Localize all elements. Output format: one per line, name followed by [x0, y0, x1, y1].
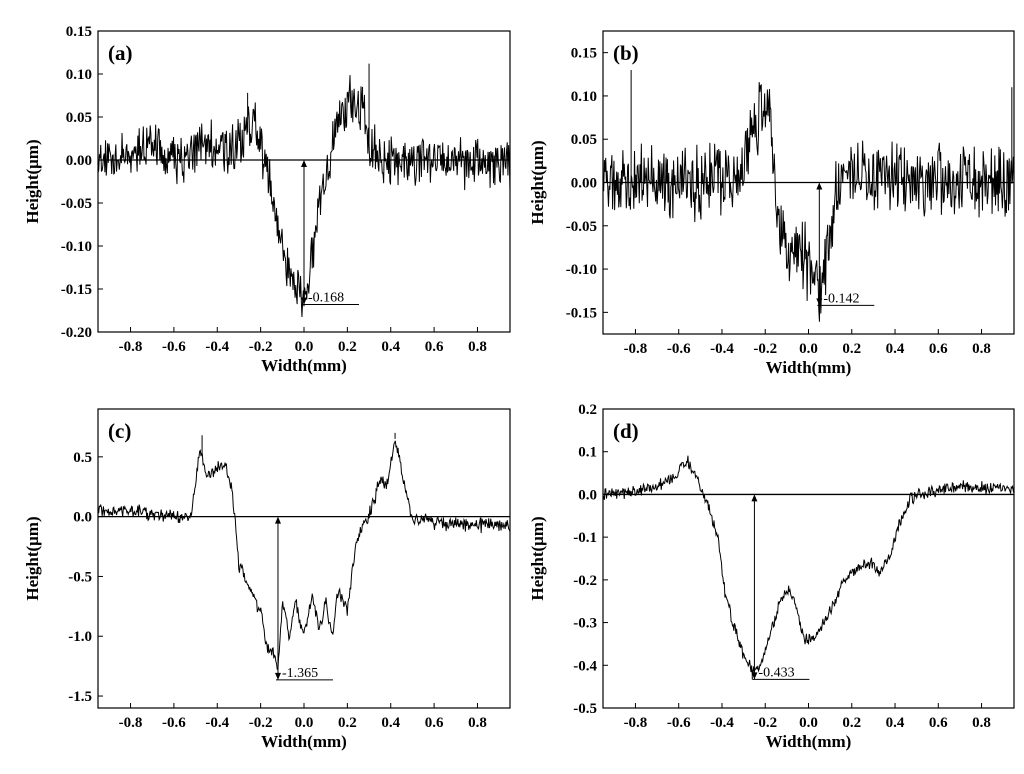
panel-label: (a): [108, 41, 133, 65]
x-tick-label: -0.2: [753, 341, 777, 357]
depth-annotation-label: -1.365: [282, 666, 318, 681]
y-tick-label: -0.5: [573, 701, 597, 717]
x-axis-title: Width(mm): [261, 356, 347, 375]
y-tick-label: -1.0: [68, 629, 92, 645]
depth-annotation-label: -0.142: [823, 291, 859, 306]
y-tick-label: 0.05: [571, 132, 597, 148]
y-tick-label: 0.05: [66, 110, 92, 126]
y-tick-label: -0.2: [573, 573, 597, 589]
y-tick-label: 0.0: [578, 487, 597, 503]
chart-panel: 0.15 0.10 0.05 0.00 -0.05 -0.10 -0.15 -0.8 -0.6 -…: [528, 30, 1015, 377]
x-tick-label: -0.4: [710, 341, 734, 357]
y-tick-label: -0.5: [68, 569, 92, 585]
y-tick-label: 0.1: [578, 445, 597, 461]
chart-panel: 0.15 0.10 0.05 0.00 -0.05 -0.10 -0.15 -0.20 -0.8…: [23, 24, 511, 375]
depth-arrow-head-bottom: [274, 672, 281, 680]
x-tick-label: -0.8: [119, 339, 143, 355]
panel-label: (c): [108, 419, 131, 443]
plot-frame: [97, 408, 511, 709]
x-tick-label: 0.0: [799, 715, 818, 731]
y-tick-label: -0.1: [573, 530, 597, 546]
x-tick-label: -0.6: [162, 339, 186, 355]
plot-frame: [602, 408, 1015, 709]
x-tick-label: 0.4: [381, 339, 400, 355]
depth-arrow-head-bottom: [816, 298, 823, 306]
y-axis-title: Height(μm): [23, 516, 42, 600]
y-tick-label: 0.5: [73, 450, 92, 466]
y-axis-title: Height(μm): [528, 516, 547, 600]
x-tick-label: 0.2: [338, 339, 357, 355]
profile-trace: [98, 63, 510, 317]
y-tick-label: 0.10: [571, 89, 597, 105]
profile-trace: [98, 432, 510, 680]
x-tick-label: 0.6: [929, 341, 948, 357]
x-tick-label: 0.6: [929, 715, 948, 731]
y-tick-label: -0.3: [573, 616, 597, 632]
depth-arrow-head-bottom: [751, 672, 758, 680]
x-tick-label: 0.6: [425, 715, 444, 731]
y-tick-label: 0.10: [66, 67, 92, 83]
x-tick-label: -0.8: [119, 715, 143, 731]
depth-arrow-head-bottom: [301, 297, 307, 305]
x-tick-label: 0.2: [842, 341, 861, 357]
x-tick-label: 0.0: [799, 341, 818, 357]
x-axis-title: Width(mm): [766, 732, 852, 751]
depth-arrow-head-top: [751, 494, 758, 502]
depth-arrow-head-top: [816, 182, 823, 190]
x-tick-label: -0.6: [667, 341, 691, 357]
x-tick-label: 0.8: [972, 715, 991, 731]
x-tick-label: 0.6: [425, 339, 444, 355]
x-tick-label: 0.4: [886, 715, 905, 731]
y-tick-label: 0.2: [578, 402, 597, 418]
y-tick-label: -0.4: [573, 658, 597, 674]
x-tick-label: -0.8: [624, 341, 648, 357]
profile-trace: [603, 455, 1014, 680]
y-tick-label: -0.20: [61, 325, 92, 341]
x-tick-label: 0.0: [295, 339, 314, 355]
panel-label: (d): [613, 419, 639, 443]
x-tick-label: 0.4: [381, 715, 400, 731]
y-tick-label: -1.5: [68, 689, 92, 705]
x-axis-title: Width(mm): [766, 358, 852, 377]
chart-panel: 0.5 0.0 -0.5 -1.0 -1.5 -0.8 -0.6 -0.4 -0.2 0.0 0.2…: [23, 408, 511, 751]
y-axis-title: Height(μm): [23, 139, 42, 223]
x-tick-label: 0.2: [338, 715, 357, 731]
depth-annotation-label: -0.168: [308, 290, 344, 305]
x-tick-label: -0.6: [667, 715, 691, 731]
chart-panel: 0.2 0.1 0.0 -0.1 -0.2 -0.3 -0.4 -0.5 -0.8 -0.6 -0.…: [528, 402, 1015, 751]
depth-annotation-label: -0.433: [758, 665, 794, 680]
x-tick-label: 0.4: [886, 341, 905, 357]
x-tick-label: -0.6: [162, 715, 186, 731]
x-tick-label: 0.8: [468, 715, 487, 731]
panel-label: (b): [613, 41, 639, 65]
x-tick-label: -0.2: [249, 715, 273, 731]
x-tick-label: 0.2: [842, 715, 861, 731]
y-tick-label: 0.0: [73, 510, 92, 526]
x-tick-label: -0.2: [753, 715, 777, 731]
y-tick-label: 0.15: [66, 24, 92, 40]
y-tick-label: 0.00: [66, 153, 92, 169]
y-tick-label: -0.05: [61, 196, 92, 212]
profile-trace: [603, 69, 1014, 322]
x-tick-label: -0.4: [205, 715, 229, 731]
x-tick-label: 0.8: [972, 341, 991, 357]
y-tick-label: -0.15: [566, 305, 597, 321]
y-tick-label: -0.05: [566, 219, 597, 235]
x-tick-label: -0.4: [205, 339, 229, 355]
y-tick-label: 0.15: [571, 46, 597, 62]
x-tick-label: -0.4: [710, 715, 734, 731]
x-tick-label: -0.8: [624, 715, 648, 731]
y-tick-label: 0.00: [571, 176, 597, 192]
depth-arrow-head-top: [301, 160, 307, 167]
y-tick-label: -0.15: [61, 282, 92, 298]
y-tick-label: -0.10: [566, 262, 597, 278]
y-axis-title: Height(μm): [528, 140, 547, 224]
y-tick-label: -0.10: [61, 239, 92, 255]
x-axis-title: Width(mm): [261, 732, 347, 751]
x-tick-label: 0.0: [295, 715, 314, 731]
x-tick-label: -0.2: [249, 339, 273, 355]
depth-arrow-head-top: [274, 516, 281, 524]
x-tick-label: 0.8: [468, 339, 487, 355]
